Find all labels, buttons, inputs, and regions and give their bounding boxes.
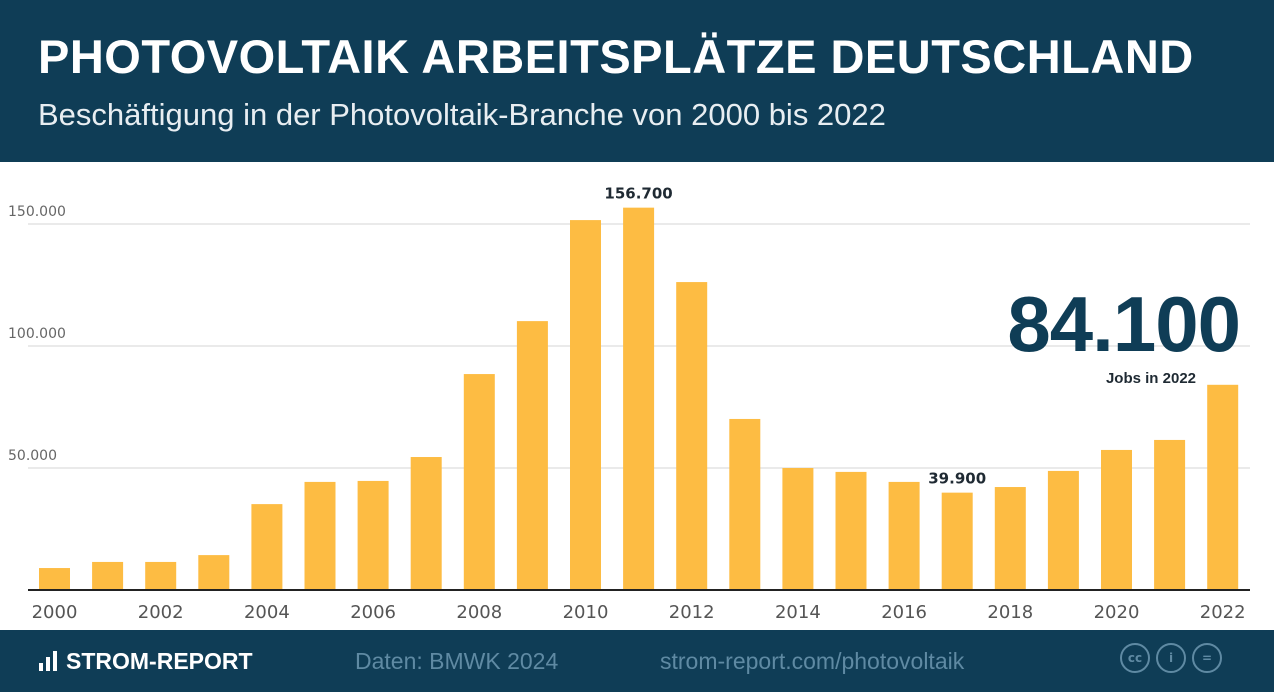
x-tick-label: 2020 (1094, 602, 1140, 623)
bar-2014 (782, 468, 814, 590)
bar-2019 (1047, 470, 1079, 590)
bar-2020 (1101, 449, 1132, 590)
bar-2013 (729, 418, 761, 590)
y-tick-label: 150.000 (8, 204, 66, 220)
bar-2004 (251, 504, 283, 590)
bar-2006 (357, 480, 389, 590)
bar-2018 (994, 487, 1026, 590)
bar-2016 (888, 481, 920, 590)
bar-2001 (92, 561, 124, 590)
data-label: 39.900 (928, 470, 986, 488)
highlight-label: Jobs in 2022 (1105, 370, 1196, 387)
bar-2007 (410, 457, 442, 590)
highlight-value: 84.100 (1007, 280, 1241, 368)
license-icons: cc i = (1120, 643, 1222, 673)
x-tick-label: 2000 (32, 602, 78, 623)
y-tick-label: 100.000 (8, 326, 66, 342)
x-tick-label: 2006 (350, 602, 396, 623)
brand-name: STROM-REPORT (66, 648, 253, 674)
bar-2011 (623, 207, 655, 590)
x-tick-label: 2002 (138, 602, 184, 623)
footer: STROM-REPORT Daten: BMWK 2024 strom-repo… (0, 630, 1274, 692)
bar-2022 (1207, 384, 1239, 590)
data-label: 156.700 (604, 185, 672, 203)
bar-2000 (39, 568, 70, 590)
x-tick-label: 2010 (563, 602, 609, 623)
bar-chart: 50.000 100.000 150.000 2000 2002 2004 2006 2008… (8, 185, 1250, 623)
bar-2005 (304, 481, 336, 590)
y-tick-label: 50.000 (8, 448, 57, 464)
nd-icon: = (1192, 643, 1222, 673)
x-tick-label: 2012 (669, 602, 715, 623)
x-tick-label: 2022 (1200, 602, 1246, 623)
bar-2009 (516, 321, 548, 590)
source-url[interactable]: strom-report.com/photovoltaik (660, 648, 965, 674)
cc-icon: cc (1120, 643, 1150, 673)
bar-2015 (835, 471, 867, 590)
page-title: PHOTOVOLTAIK ARBEITSPLÄTZE DEUTSCHLAND (38, 30, 1194, 83)
page-subtitle: Beschäftigung in der Photovoltaik-Branch… (38, 97, 886, 132)
x-tick-label: 2018 (987, 602, 1033, 623)
bar-2008 (463, 374, 495, 590)
by-icon: i (1156, 643, 1186, 673)
bar-2021 (1154, 439, 1186, 590)
bar-2002 (145, 561, 177, 590)
x-tick-label: 2014 (775, 602, 821, 623)
bar-2012 (676, 282, 708, 590)
bar-chart-icon (39, 651, 57, 671)
x-tick-label: 2004 (244, 602, 290, 623)
x-tick-label: 2016 (881, 602, 927, 623)
data-source: Daten: BMWK 2024 (355, 648, 559, 674)
bar-2003 (198, 555, 230, 590)
header: PHOTOVOLTAIK ARBEITSPLÄTZE DEUTSCHLAND B… (0, 0, 1274, 162)
bar-2010 (570, 220, 601, 590)
brand-logo: STROM-REPORT (38, 647, 253, 675)
x-tick-label: 2008 (456, 602, 502, 623)
bar-2017 (941, 492, 973, 590)
